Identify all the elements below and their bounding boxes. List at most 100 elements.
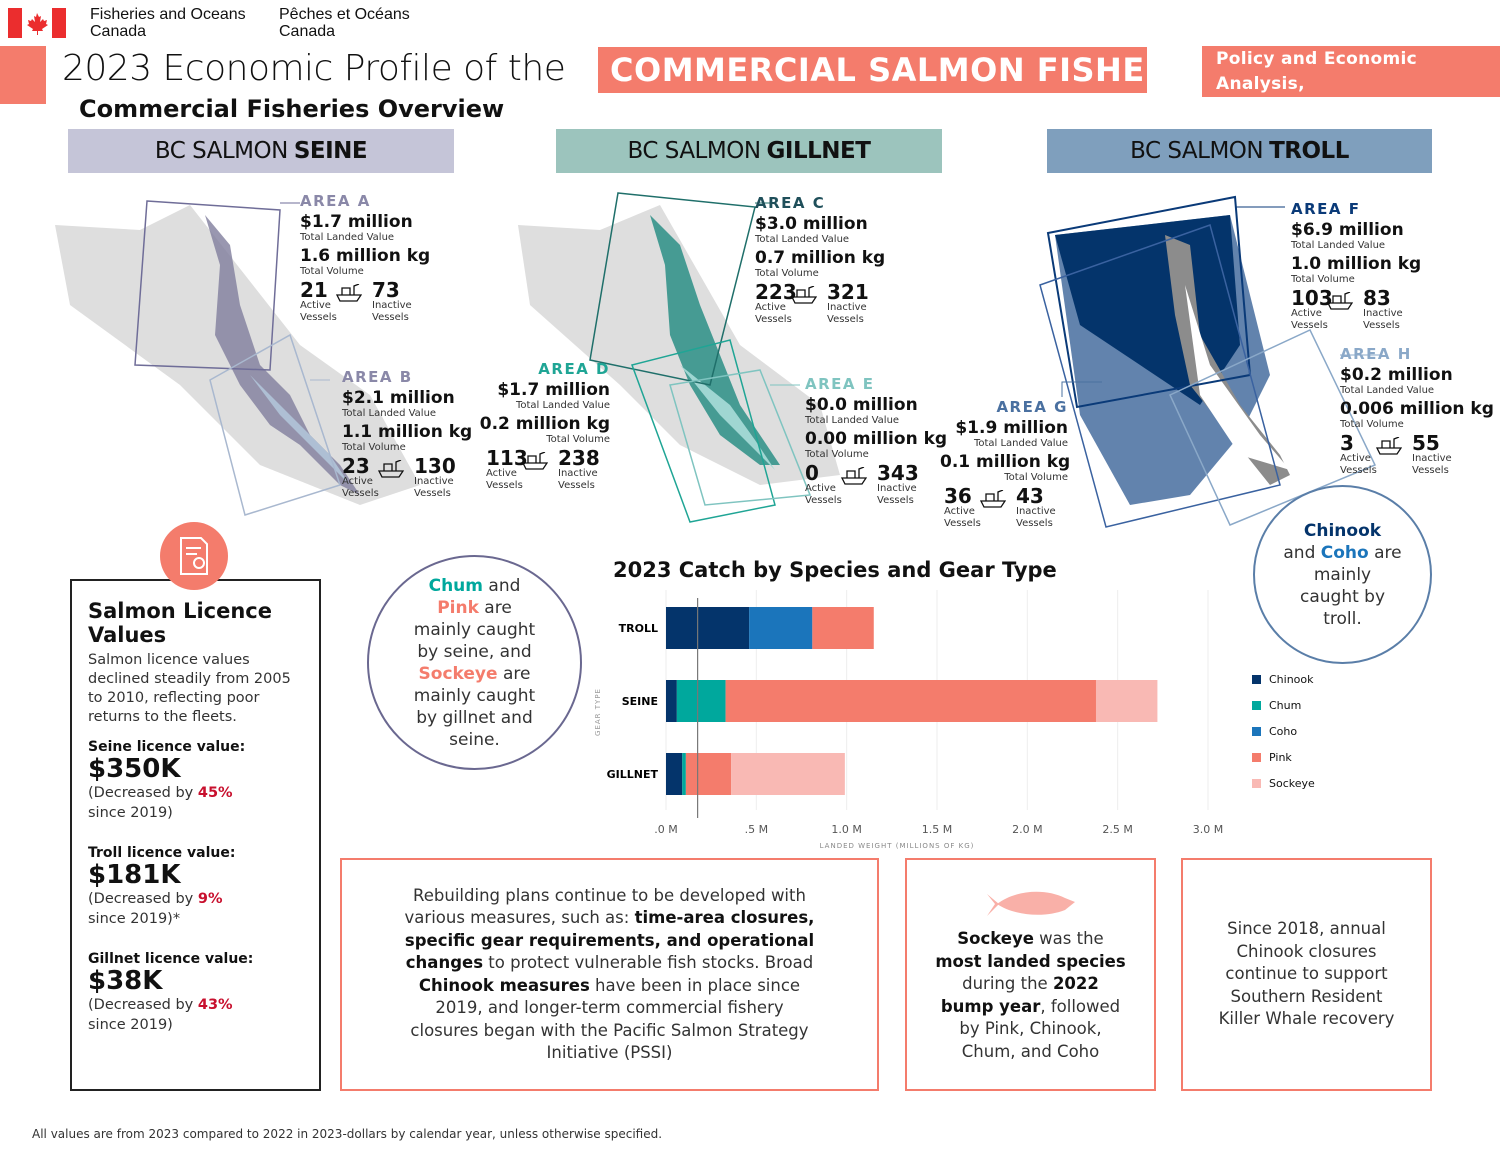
total-volume: 0.006 million kg [1340,399,1494,419]
y-category-label: GILLNET [607,768,659,781]
footnote: All values are from 2023 compared to 202… [32,1127,663,1141]
change-text: (Decreased by [88,891,198,907]
licence-heading: Seine licence value: [88,739,246,755]
x-axis-label: LANDED WEIGHT (MILLIONS OF KG) [820,842,975,850]
bar-chinook-seine [666,680,677,722]
landed-value: $1.7 million [497,380,610,400]
total-volume: 1.0 million kg [1291,254,1422,274]
chart-title: 2023 Catch by Species and Gear Type [613,558,1057,582]
gillnet-map [518,192,840,523]
landed-value-label: Total Landed Value [755,234,850,245]
vessels-label: Vessels [486,480,523,491]
dept-name-en: Fisheries and Oceans Canada [90,6,246,40]
rebuilding-plans-box: Rebuilding plans continue to be develope… [340,858,879,1091]
fishing-boat-icon [1376,437,1402,455]
area-h-stats: AREA H $0.2 million Total Landed Value 0… [1340,346,1494,477]
active-label: Active [342,476,373,487]
change-percent: 45% [197,785,233,801]
active-label: Active [805,483,836,494]
licence-value: $350K [88,754,181,784]
licence-values-panel: Salmon Licence Values Salmon licence valu… [70,579,321,1091]
inactive-vessels: 55 [1412,431,1440,455]
inactive-label: Inactive [877,483,917,494]
area-label: AREA D [538,360,610,378]
troll-callout: Chinook and Coho are mainly caught by tro… [1253,485,1432,664]
landed-value-label: Total Landed Value [1340,385,1435,396]
fishing-boat-icon [336,284,362,302]
total-volume-label: Total Volume [342,442,406,453]
total-volume: 0.1 million kg [940,452,1071,472]
legend-label: Sockeye [1269,776,1315,790]
legend-label: Chinook [1269,672,1314,686]
change-period: since 2019) [88,805,173,821]
area-a-stats: AREA A $1.7 million Total Landed Value 1… [300,193,430,324]
salmon-fish-icon [986,891,1075,916]
total-volume: 0.00 million kg [805,429,948,449]
bar-sockeye-gillnet [731,753,845,795]
area-e-stats: AREA E $0.0 million Total Landed Value 0… [805,376,947,507]
landed-value: $3.0 million [755,214,868,234]
active-vessels: 103 [1291,286,1333,310]
vessels-label: Vessels [1016,518,1053,529]
bar-sockeye-seine [1095,680,1158,722]
troll-map [1039,195,1380,528]
y-category-label: SEINE [622,695,658,708]
page-title: 2023 Economic Profile of the [62,48,566,89]
landed-value: $0.2 million [1340,365,1453,385]
total-volume-label: Total Volume [546,434,610,445]
inactive-label: Inactive [827,302,867,313]
active-label: Active [755,302,786,313]
total-volume-label: Total Volume [1004,472,1068,483]
legend-label: Pink [1269,750,1292,764]
landed-value: $1.7 million [300,212,413,232]
landed-value: $1.9 million [955,418,1068,438]
vessels-label: Vessels [1363,320,1400,331]
active-vessels: 0 [805,461,819,485]
area-label: AREA H [1340,345,1412,363]
area-c-stats: AREA C $3.0 million Total Landed Value 0… [755,195,885,326]
vessels-label: Vessels [1291,320,1328,331]
fishing-boat-icon [841,467,867,485]
inactive-vessels: 43 [1016,484,1044,508]
inactive-label: Inactive [1016,506,1056,517]
sockeye-box: Sockeye was the most landed species duri… [905,858,1156,1091]
fishing-boat-icon [1327,292,1353,310]
area-label: AREA G [996,398,1068,416]
change-percent: 43% [197,997,233,1013]
active-label: Active [1340,453,1371,464]
inactive-label: Inactive [372,300,412,311]
active-label: Active [300,300,331,311]
area-label: AREA F [1291,200,1361,218]
fishing-boat-icon [522,452,548,470]
bar-chinook-troll [666,607,750,649]
total-volume: 1.1 million kg [342,422,473,442]
total-volume-label: Total Volume [300,266,364,277]
vessels-label: Vessels [944,518,981,529]
vessels-label: Vessels [1412,465,1449,476]
legend-item: Sockeye [1252,770,1315,796]
active-label: Active [944,506,975,517]
canada-flag-logo [8,8,66,38]
licence-document-icon [160,522,228,590]
landed-value-label: Total Landed Value [515,400,610,411]
total-volume-label: Total Volume [755,268,819,279]
inactive-label: Inactive [558,468,598,479]
change-text: (Decreased by [88,997,198,1013]
branch-banner: Policy and Economic Analysis, Pacific Reg… [1202,46,1500,119]
area-f-stats: AREA F $6.9 million Total Landed Value 1… [1291,201,1421,332]
inactive-vessels: 321 [827,280,869,304]
vessels-label: Vessels [755,314,792,325]
fishing-boat-icon [980,490,1006,508]
active-label: Active [486,468,517,479]
inactive-label: Inactive [414,476,454,487]
x-tick-label: 3.0 M [1193,823,1223,836]
area-label: AREA B [342,368,413,386]
active-vessels: 21 [300,278,328,302]
licence-heading: Gillnet licence value: [88,951,254,967]
x-tick-label: 2.5 M [1102,823,1132,836]
bar-pink-troll [812,607,874,649]
change-text: (Decreased by [88,785,198,801]
licence-description: Salmon licence values declined steadily … [88,652,291,725]
vessels-label: Vessels [558,480,595,491]
bar-chum-seine [676,680,726,722]
